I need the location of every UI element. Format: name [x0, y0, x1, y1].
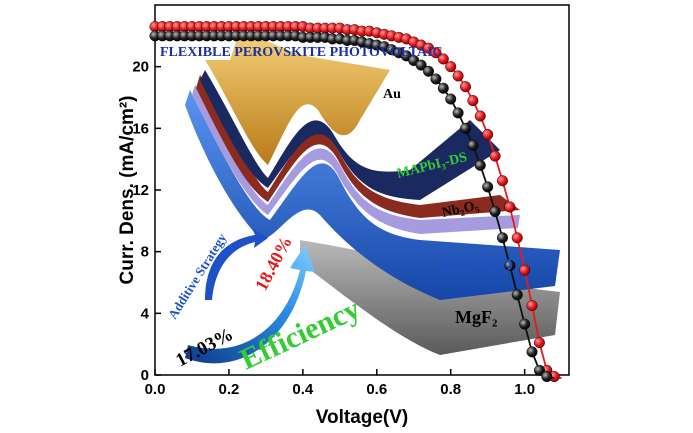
series-point	[511, 289, 523, 301]
x-tick-label: 0.6	[366, 381, 387, 398]
series-point	[460, 122, 472, 134]
series-point	[452, 107, 464, 119]
pet-ito-layer	[185, 90, 560, 300]
series-point	[445, 61, 457, 73]
series-point	[445, 93, 457, 105]
x-tick-label: 0.2	[218, 381, 239, 398]
series-point	[519, 318, 531, 330]
x-tick-label: 0.8	[440, 381, 461, 398]
series-point	[533, 364, 545, 376]
y-tick-label: 0	[141, 367, 149, 384]
label-au: Au	[383, 87, 401, 102]
y-axis-title: Curr. Dens. (mA/cm²)	[117, 96, 138, 285]
y-tick-label: 4	[141, 305, 150, 322]
x-tick-label: 0.4	[292, 381, 314, 398]
gold-layer	[205, 30, 390, 165]
series-layer	[149, 21, 562, 383]
label-pet-ito: PET/ITO	[440, 255, 513, 275]
label-spiro: Spiro-OMeTAD	[370, 124, 445, 136]
series-point	[467, 95, 479, 107]
series-point	[452, 70, 464, 82]
series-point	[511, 232, 523, 244]
label-mgf2: MgF₂	[455, 307, 497, 327]
series-point	[526, 346, 538, 358]
pce-before-text: 17.03%	[172, 324, 236, 372]
efficiency-text: Efficiency	[235, 292, 365, 376]
series-point	[504, 260, 516, 272]
strategy-arrow-icon	[205, 228, 268, 300]
series-point	[504, 201, 516, 213]
device-illustration	[185, 30, 560, 355]
series-point	[533, 337, 545, 349]
series-point	[437, 53, 449, 65]
series-point	[437, 82, 449, 94]
x-tick-label: 1.0	[514, 381, 535, 398]
series-point	[467, 139, 479, 151]
strategy-text: Additive Strategy	[165, 230, 230, 321]
y-tick-label: 20	[132, 59, 149, 76]
series-point	[489, 150, 501, 162]
series-point	[423, 65, 435, 77]
mgf2-layer	[300, 240, 560, 355]
y-tick-label: 16	[132, 120, 149, 137]
series-point	[519, 264, 531, 276]
series-point	[415, 59, 427, 71]
series-point	[460, 81, 472, 93]
series-point	[496, 175, 508, 187]
series-point	[474, 159, 486, 171]
x-axis-title: Voltage(V)	[316, 407, 409, 428]
x-tick-label: 0.0	[145, 381, 166, 398]
banner-text: FLEXIBLE PEROVSKITE PHOTOVOLTAIC	[160, 45, 443, 60]
series-point	[430, 47, 442, 59]
series-point	[474, 110, 486, 122]
efficiency-arrow-icon	[185, 245, 315, 364]
perovskite-layer	[196, 75, 520, 218]
nb2o5-layer	[192, 85, 520, 234]
series-point	[482, 181, 494, 193]
series-point	[526, 300, 538, 312]
series-point	[430, 73, 442, 85]
series-point	[541, 371, 553, 383]
y-tick-label: 12	[132, 182, 149, 199]
series-point	[489, 206, 501, 218]
y-tick-label: 8	[141, 244, 149, 261]
series-point	[482, 128, 494, 140]
series-point	[496, 232, 508, 244]
spiro-layer	[200, 70, 500, 200]
axis-layer: 0.0 0.2 0.4 0.6 0.8 1.0 0 4 8 12 16 20	[132, 59, 535, 398]
